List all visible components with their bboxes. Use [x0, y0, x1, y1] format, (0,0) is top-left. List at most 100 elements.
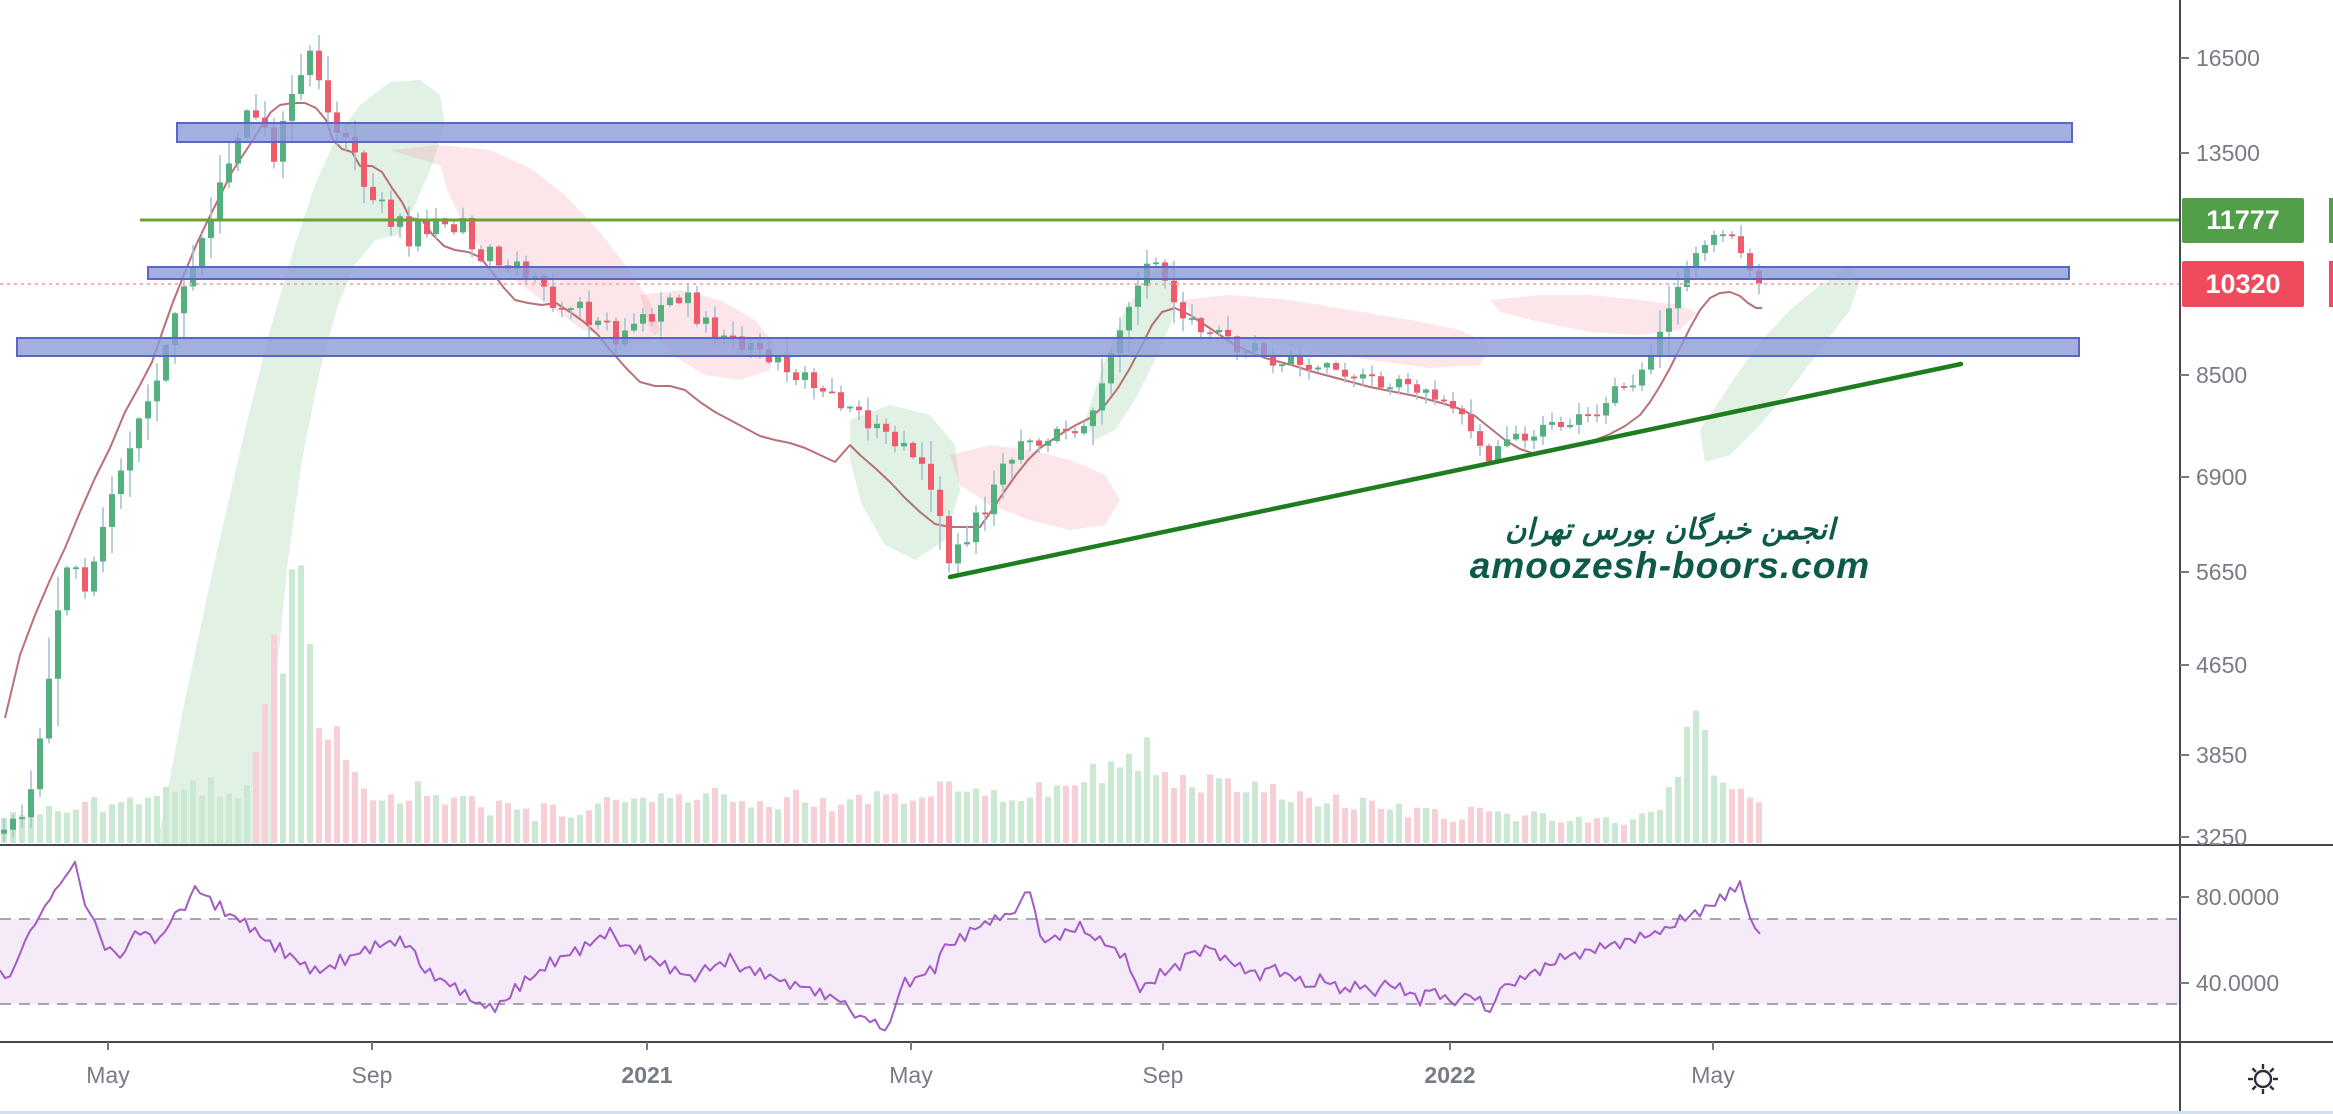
- candle-body: [109, 494, 115, 527]
- candle-body: [397, 216, 403, 227]
- candle-body: [550, 286, 556, 308]
- candle-body: [1639, 369, 1645, 386]
- volume-bar: [802, 802, 808, 843]
- candle-body: [1738, 236, 1744, 254]
- trendline[interactable]: [947, 361, 1964, 580]
- volume-bar: [1378, 808, 1384, 843]
- volume-bar: [1171, 787, 1177, 843]
- candle-body: [1063, 428, 1069, 432]
- candle-body: [1621, 386, 1627, 388]
- volume-bar: [1594, 818, 1600, 843]
- candle-body: [1180, 302, 1186, 319]
- volume-bar: [586, 810, 592, 843]
- time-axis-label: Sep: [1142, 1062, 1184, 1088]
- candle-body: [1333, 363, 1339, 370]
- candle-body: [1072, 431, 1078, 434]
- volume-bar: [541, 803, 547, 843]
- volume-bar: [1117, 767, 1123, 843]
- candle-body: [838, 392, 844, 409]
- supply-zone-middle[interactable]: [147, 266, 2070, 280]
- volume-bar: [1405, 817, 1411, 843]
- volume-bar: [685, 802, 691, 843]
- candle-body: [1585, 414, 1591, 417]
- candle-body: [1495, 446, 1501, 462]
- rsi-band-fill: [0, 919, 2180, 1004]
- candle-body: [1558, 422, 1564, 428]
- volume-bar: [1306, 797, 1312, 843]
- ichimoku-cloud: [1490, 295, 1697, 335]
- candle-body: [568, 308, 574, 310]
- candle-body: [784, 356, 790, 373]
- candle-body: [1000, 463, 1006, 485]
- candle-body: [1423, 389, 1429, 393]
- volume-bar: [1711, 775, 1717, 843]
- volume-bar: [1468, 806, 1474, 843]
- candle-body: [1414, 384, 1420, 393]
- volume-bar: [1189, 787, 1195, 843]
- volume-bar: [1603, 817, 1609, 843]
- volume-bar: [1360, 797, 1366, 843]
- volume-bar: [946, 781, 952, 843]
- volume-bar: [55, 811, 61, 843]
- settings-button[interactable]: [2240, 1056, 2286, 1102]
- ichimoku-cloud: [950, 445, 1120, 530]
- candle-body: [1270, 355, 1276, 366]
- candle-body: [433, 218, 439, 235]
- volume-bar: [442, 804, 448, 843]
- candle-body: [937, 489, 943, 517]
- volume-bar: [280, 673, 286, 843]
- volume-bar: [1018, 800, 1024, 843]
- volume-bar: [82, 801, 88, 843]
- candle-body: [946, 516, 952, 564]
- watermark: انجمن خبرگان بورس تهران amoozesh-boors.c…: [1455, 512, 1885, 586]
- candle-body: [1306, 364, 1312, 370]
- candle-body: [694, 292, 700, 324]
- volume-bar: [721, 794, 727, 843]
- volume-bar: [172, 791, 178, 843]
- volume-bar: [739, 801, 745, 843]
- candle-body: [127, 448, 133, 471]
- supply-zone-top[interactable]: [176, 122, 2073, 143]
- price-range-edge-mark: [2329, 198, 2333, 243]
- candle-body: [1630, 385, 1636, 388]
- volume-bar: [973, 788, 979, 843]
- volume-bar: [109, 804, 115, 843]
- volume-bar: [856, 794, 862, 843]
- candle-body: [145, 401, 151, 419]
- volume-bar: [1693, 710, 1699, 843]
- volume-bar: [397, 803, 403, 843]
- volume-bar: [388, 794, 394, 843]
- candle-body: [1099, 383, 1105, 411]
- volume-bar: [838, 804, 844, 843]
- watermark-line-farsi: انجمن خبرگان بورس تهران: [1505, 512, 1835, 546]
- volume-bar: [550, 804, 556, 843]
- volume-bar: [919, 797, 925, 843]
- volume-bar: [343, 760, 349, 843]
- candle-body: [901, 442, 907, 447]
- volume-bar: [1297, 791, 1303, 843]
- bottom-edge-strip: [0, 1111, 2333, 1114]
- volume-bar: [163, 786, 169, 843]
- demand-zone-bottom[interactable]: [16, 337, 2080, 357]
- volume-bar: [964, 791, 970, 843]
- volume-bar: [325, 739, 331, 843]
- gear-icon: [2248, 1064, 2278, 1094]
- volume-bar: [1459, 819, 1465, 843]
- candle-body: [1207, 332, 1213, 335]
- watermark-line-url: amoozesh-boors.com: [1469, 545, 1871, 586]
- volume-bar: [469, 796, 475, 843]
- volume-bar: [982, 795, 988, 843]
- candle-body: [1693, 253, 1699, 268]
- volume-bar: [361, 788, 367, 843]
- candle-body: [1369, 374, 1375, 377]
- candle-body: [631, 323, 637, 331]
- volume-bar: [604, 796, 610, 843]
- candle-body: [1729, 234, 1735, 237]
- volume-bar: [496, 800, 502, 843]
- candle-body: [1396, 378, 1402, 388]
- volume-bar: [1009, 800, 1015, 843]
- candle-body: [1720, 234, 1726, 237]
- candle-body: [1378, 376, 1384, 388]
